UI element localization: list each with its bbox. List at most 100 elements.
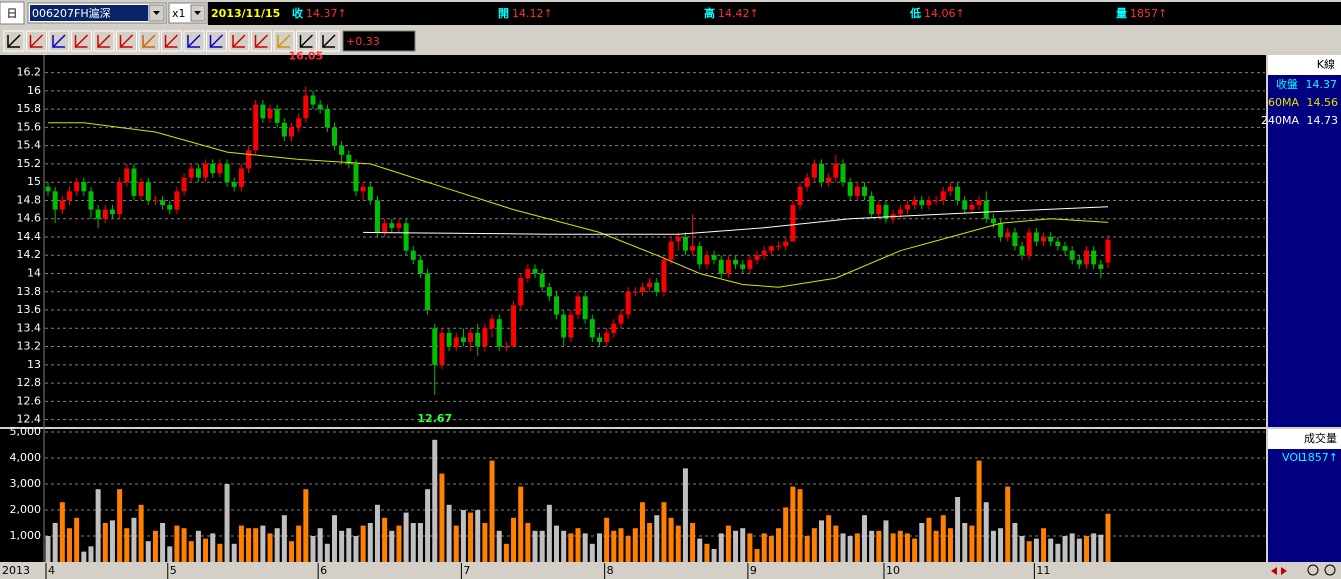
tool-icon: [52, 34, 66, 48]
volume-bar: [417, 523, 423, 562]
vol-tick-label: 3,000: [10, 477, 42, 490]
quote-value: 14.12↑: [512, 7, 553, 20]
candle-body: [1069, 250, 1075, 260]
vol-name: VOL: [1282, 451, 1305, 464]
volume-bar: [797, 489, 803, 562]
candle-body: [990, 218, 996, 224]
candle-body: [940, 191, 946, 201]
volume-bar: [890, 533, 896, 562]
volume-bar: [446, 504, 452, 562]
volume-bar: [704, 543, 710, 562]
close-value: 14.37: [1306, 78, 1338, 91]
candle-body: [81, 182, 87, 192]
candle-body: [740, 264, 746, 269]
ma-legend-name: 60MA: [1268, 96, 1299, 109]
volume-bar: [396, 525, 402, 562]
candle-body: [747, 259, 753, 269]
candle-body: [274, 109, 280, 123]
candle-body: [1012, 232, 1018, 247]
volume-bar: [926, 517, 932, 562]
volume-bar: [145, 541, 151, 562]
y-tick-label: 14.6: [17, 212, 42, 225]
candle-body: [410, 250, 416, 260]
candle-body: [160, 200, 166, 206]
volume-bar: [589, 543, 595, 562]
dropdown-arrow: [153, 11, 160, 15]
dropdown-arrow: [194, 11, 201, 15]
volume-bar: [790, 486, 796, 562]
volume-bar: [425, 489, 431, 562]
tool-icon: [29, 34, 44, 48]
volume-bar: [1076, 538, 1082, 562]
volume-bar: [274, 528, 280, 562]
volume-bar: [675, 525, 681, 562]
quote-label: 低: [909, 6, 921, 20]
volume-bar: [174, 525, 180, 562]
quote-label: 量: [1116, 7, 1127, 20]
candle-body: [367, 186, 373, 201]
toolbar-icons: [3, 30, 340, 52]
candle-body: [253, 104, 259, 151]
candle-body: [718, 259, 724, 274]
zoom-in[interactable]: [1324, 564, 1336, 576]
volume-legend-header: [1268, 429, 1341, 449]
candle-body: [124, 168, 130, 183]
zoom-out[interactable]: [1307, 564, 1319, 576]
volume-bar: [912, 538, 918, 562]
candle-body: [840, 163, 846, 183]
candle-body: [217, 163, 223, 174]
vol-tick-label: 2,000: [10, 503, 42, 516]
volume-bar: [52, 523, 58, 562]
candle-body: [575, 296, 581, 315]
volume-bar: [310, 536, 316, 562]
x-tick-label: 10: [886, 564, 900, 577]
volume-bar: [983, 502, 989, 562]
volume-bar: [482, 523, 488, 562]
candle-body: [675, 236, 681, 242]
volume-bar: [962, 523, 968, 562]
candle-body: [768, 246, 774, 251]
volume-bar: [124, 528, 130, 562]
volume-bar: [933, 530, 939, 562]
volume-bar: [639, 502, 645, 562]
volume-bar: [682, 468, 688, 562]
volume-bar: [561, 530, 567, 562]
extreme-label: 12.67: [417, 412, 452, 425]
x-tick-label: 6: [320, 564, 327, 577]
candle-body: [117, 182, 123, 215]
candle-body: [353, 163, 359, 192]
volume-bar: [1055, 543, 1061, 562]
candle-body: [339, 145, 345, 155]
quote-label: 收: [292, 6, 303, 20]
volume-bar: [210, 533, 216, 562]
volume-bar: [88, 546, 94, 562]
candle-body: [1019, 246, 1025, 256]
volume-bar: [1098, 534, 1104, 562]
volume-bar: [468, 512, 474, 562]
candle-body: [468, 332, 474, 342]
volume-bar: [1012, 523, 1018, 562]
volume-bar: [167, 546, 173, 562]
volume-bar: [654, 515, 660, 562]
multiplier: x1: [172, 7, 186, 20]
ma-line: [363, 206, 1109, 235]
volume-bar: [460, 510, 466, 562]
volume-bar: [819, 520, 825, 562]
scroll-arrows[interactable]: [1271, 567, 1287, 575]
symbol: 006207FH滬深: [32, 6, 111, 20]
volume-bar: [281, 515, 287, 562]
candle-body: [188, 168, 194, 178]
candle-body: [682, 236, 688, 251]
quote-label: 高: [704, 6, 715, 20]
volume-bar: [575, 528, 581, 562]
candle-body: [95, 209, 101, 219]
candle-body: [804, 177, 810, 187]
period-box[interactable]: [0, 1, 25, 25]
candle-body: [568, 314, 574, 338]
volume-bar: [66, 528, 72, 562]
candle-body: [374, 200, 380, 233]
candle-body: [496, 319, 502, 347]
candle-body: [933, 200, 939, 202]
x-tick-label: 8: [607, 564, 614, 577]
volume-bar: [582, 533, 588, 562]
